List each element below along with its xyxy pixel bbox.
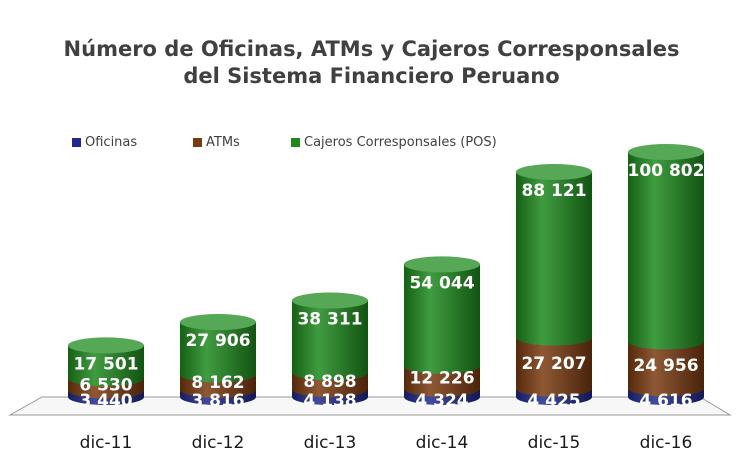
data-label-dic-11-1: 6 530 (79, 375, 132, 395)
x-tick-label-dic-14: dic-14 (416, 433, 469, 453)
bar-segment-dic-16-2 (628, 152, 704, 350)
data-label-dic-15-1: 27 207 (521, 354, 586, 374)
x-tick-label-dic-15: dic-15 (528, 433, 581, 453)
legend-swatch-atms (193, 137, 202, 147)
bar-segment-dic-15-1 (516, 337, 592, 397)
data-label-dic-12-0: 3 816 (191, 391, 244, 411)
bar-segment-dic-11-2 (68, 345, 144, 387)
bar-segment-dic-14-1 (404, 365, 481, 397)
data-label-dic-13-1: 8 898 (303, 372, 356, 392)
bar-top-dic-15 (516, 163, 592, 180)
data-label-dic-16-1: 24 956 (633, 356, 698, 376)
x-tick-label-dic-13: dic-13 (304, 433, 357, 453)
bar-top-dic-13 (292, 292, 368, 309)
legend-item-oficinas: Oficinas (72, 134, 137, 150)
x-tick-label-dic-11: dic-11 (80, 433, 133, 453)
data-label-dic-14-0: 4 324 (415, 391, 468, 411)
bar-top-dic-12 (180, 314, 256, 331)
legend-item-pos: Cajeros Corresponsales (POS) (291, 134, 497, 150)
data-label-dic-14-2: 54 044 (409, 273, 474, 293)
bar-top-dic-11 (68, 337, 144, 354)
bar-top-dic-16 (628, 144, 704, 160)
legend-label-atms: ATMs (206, 134, 240, 150)
data-label-dic-12-2: 27 906 (185, 331, 250, 351)
legend-label-pos: Cajeros Corresponsales (POS) (304, 134, 497, 150)
data-label-dic-13-0: 4 138 (303, 391, 356, 411)
data-label-dic-14-1: 12 226 (409, 368, 474, 388)
x-tick-label-dic-16: dic-16 (640, 433, 693, 453)
x-tick-label-dic-12: dic-12 (192, 433, 245, 453)
bar-top-dic-14 (404, 256, 480, 273)
bar-segment-dic-14-2 (404, 264, 481, 374)
data-label-dic-15-0: 4 425 (527, 391, 580, 411)
legend-label-oficinas: Oficinas (85, 134, 138, 150)
data-label-dic-12-1: 8 162 (191, 373, 244, 393)
data-label-dic-16-0: 4 616 (639, 391, 692, 411)
data-label-dic-11-2: 17 501 (73, 354, 138, 374)
chart-subtitle: del Sistema Financiero Peruano (183, 64, 560, 88)
data-label-dic-15-2: 88 121 (521, 181, 586, 201)
bar-segment-dic-15-2 (516, 171, 592, 346)
legend-item-atms: ATMs (193, 134, 240, 150)
bar-segment-dic-12-2 (180, 322, 256, 383)
legend-swatch-oficinas (72, 137, 81, 147)
legend-swatch-pos (291, 137, 300, 147)
data-label-dic-16-2: 100 802 (628, 161, 705, 181)
bar-segment-dic-16-1 (628, 341, 704, 397)
data-label-dic-11-0: 3 440 (79, 391, 132, 411)
bar-segment-dic-13-2 (292, 300, 368, 381)
data-label-dic-13-2: 38 311 (297, 310, 362, 330)
chart-title: Número de Oficinas, ATMs y Cajeros Corre… (63, 37, 680, 61)
